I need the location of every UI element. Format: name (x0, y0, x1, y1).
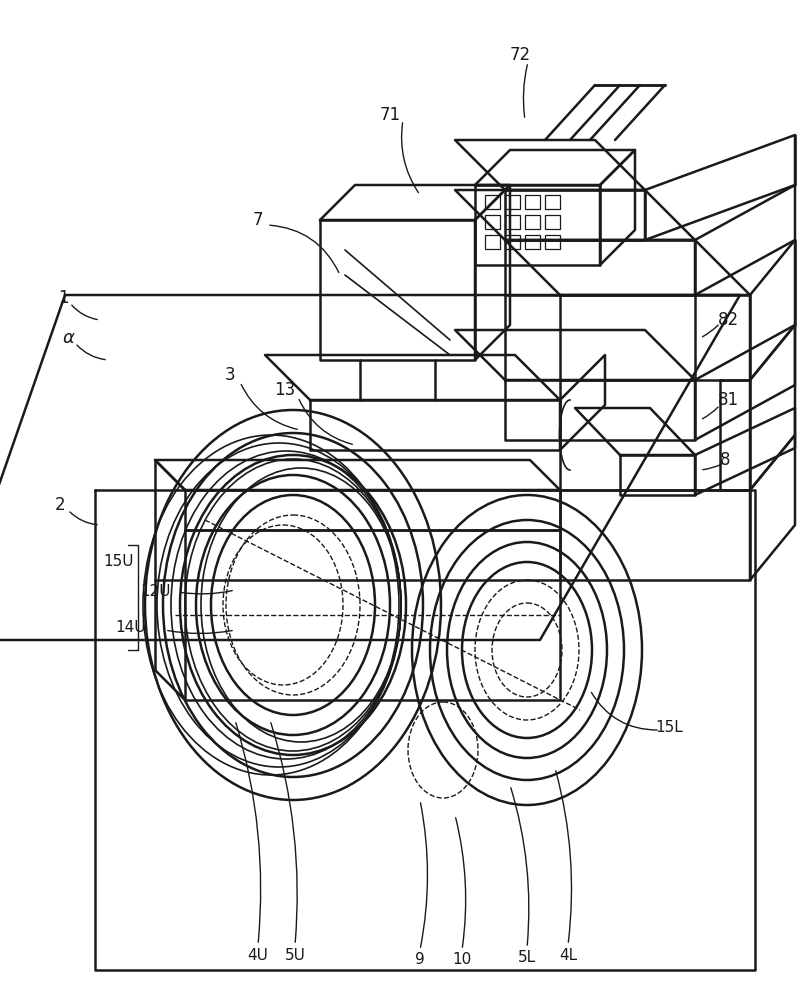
Text: 15L: 15L (655, 720, 682, 736)
Text: 3: 3 (225, 366, 235, 384)
Text: 4U: 4U (247, 948, 269, 962)
Text: α: α (62, 329, 74, 347)
Bar (485, 195, 500, 209)
Text: 72: 72 (510, 46, 530, 64)
Bar (545, 235, 560, 249)
Bar (505, 195, 520, 209)
Text: 12U: 12U (140, 584, 170, 599)
Text: 82: 82 (718, 311, 739, 329)
Bar (525, 195, 540, 209)
Text: 2: 2 (55, 496, 66, 514)
Text: 13: 13 (274, 381, 296, 399)
Text: 15U: 15U (103, 554, 134, 570)
Text: 7: 7 (253, 211, 263, 229)
Text: 8: 8 (720, 451, 730, 469)
Bar (505, 235, 520, 249)
Text: 81: 81 (718, 391, 739, 409)
Bar (525, 235, 540, 249)
Bar (505, 215, 520, 229)
Bar (545, 195, 560, 209)
Text: 71: 71 (379, 106, 401, 124)
Text: 14U: 14U (115, 620, 146, 636)
Text: 9: 9 (415, 952, 425, 968)
Text: 1: 1 (58, 289, 69, 307)
Bar (545, 215, 560, 229)
Bar (525, 215, 540, 229)
Text: 5L: 5L (518, 950, 536, 966)
Text: 5U: 5U (285, 948, 306, 962)
Bar (485, 235, 500, 249)
Text: 10: 10 (452, 952, 472, 968)
Bar (485, 215, 500, 229)
Text: 4L: 4L (559, 948, 577, 962)
